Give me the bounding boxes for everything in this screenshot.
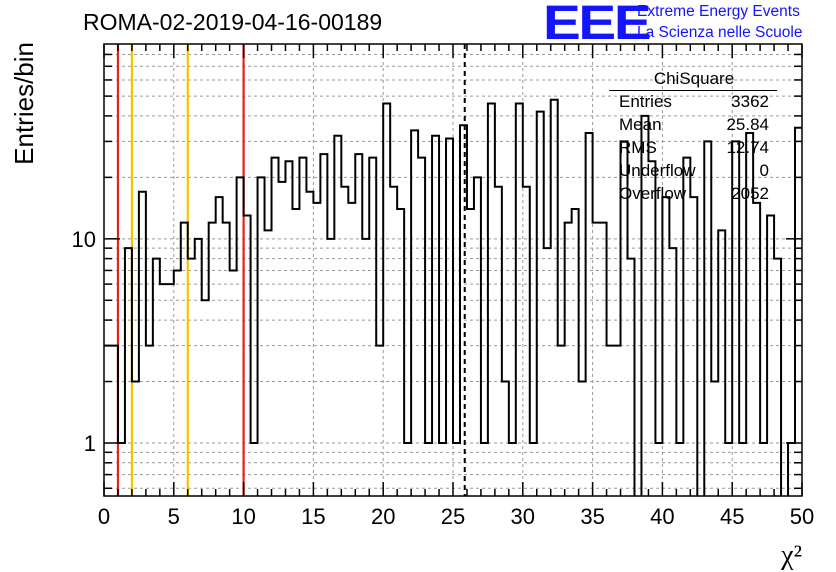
eee-logo-subtitle-1: Extreme Energy Events <box>637 3 800 20</box>
x-tick-label: 20 <box>371 504 395 529</box>
x-tick-label: 30 <box>511 504 535 529</box>
x-tick-label: 50 <box>790 504 814 529</box>
stats-label: RMS <box>619 138 657 157</box>
stats-row-underflow: Underflow 0 <box>619 161 769 183</box>
y-tick-label: 10 <box>72 227 96 252</box>
x-tick-label: 0 <box>98 504 110 529</box>
stats-value: 0 <box>759 161 769 180</box>
stats-value: 12.74 <box>726 138 769 157</box>
stats-label: Entries <box>619 92 672 111</box>
stats-value: 3362 <box>731 92 769 111</box>
x-tick-label: 25 <box>441 504 465 529</box>
x-tick-label: 35 <box>580 504 604 529</box>
x-tick-label: 5 <box>168 504 180 529</box>
stats-row-rms: RMS 12.74 <box>619 138 769 160</box>
x-axis-label: χ² <box>780 540 802 571</box>
histogram-series <box>104 98 802 496</box>
eee-logo-subtitle-2: La Scienza nelle Scuole <box>637 24 803 41</box>
stats-row-mean: Mean 25.84 <box>619 115 769 137</box>
stats-row-overflow: Overflow 2052 <box>619 184 769 206</box>
eee-logo: EEE <box>543 0 652 50</box>
axis-ticks <box>103 44 803 496</box>
stats-divider <box>609 90 777 91</box>
stats-box: ChiSquare Entries 3362 Mean 25.84 RMS 12… <box>609 69 779 209</box>
x-tick-label: 45 <box>720 504 744 529</box>
x-tick-label: 10 <box>231 504 255 529</box>
y-axis-label: Entries/bin <box>9 42 39 165</box>
stats-title: ChiSquare <box>653 69 735 88</box>
y-tick-label: 1 <box>84 431 96 456</box>
x-tick-label: 15 <box>301 504 325 529</box>
stats-label: Overflow <box>619 184 687 203</box>
stats-value: 2052 <box>731 184 769 203</box>
stats-label: Mean <box>619 115 662 134</box>
axis-tick-labels: 0 5 10 15 20 25 30 35 40 45 50 1 10 <box>72 227 815 529</box>
x-tick-label: 40 <box>650 504 674 529</box>
stats-label: Underflow <box>619 161 696 180</box>
stats-row-entries: Entries 3362 <box>619 92 769 114</box>
stats-value: 25.84 <box>726 115 769 134</box>
run-title: ROMA-02-2019-04-16-00189 <box>83 9 383 35</box>
